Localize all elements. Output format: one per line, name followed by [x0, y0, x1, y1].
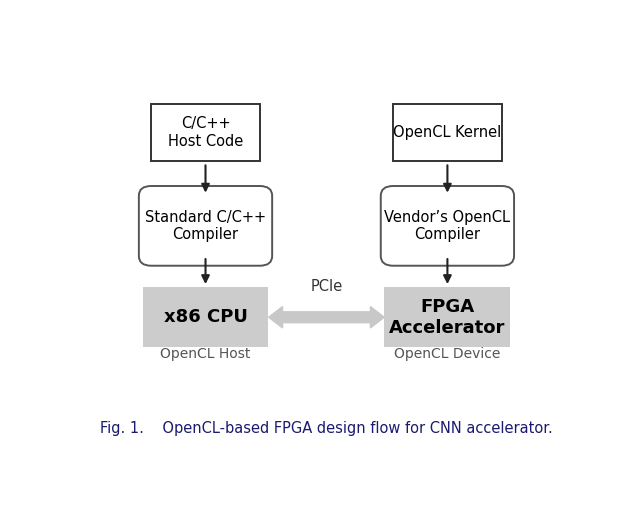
- Text: Fig. 1.    OpenCL-based FPGA design flow for CNN accelerator.: Fig. 1. OpenCL-based FPGA design flow fo…: [100, 421, 553, 436]
- Text: FPGA
Accelerator: FPGA Accelerator: [389, 298, 506, 337]
- FancyBboxPatch shape: [151, 105, 260, 161]
- Text: C/C++
Host Code: C/C++ Host Code: [168, 116, 243, 149]
- FancyBboxPatch shape: [385, 287, 510, 347]
- Text: OpenCL Host: OpenCL Host: [161, 347, 251, 361]
- Text: OpenCL Kernel: OpenCL Kernel: [393, 125, 501, 140]
- FancyBboxPatch shape: [381, 186, 514, 266]
- FancyBboxPatch shape: [143, 287, 268, 347]
- Text: PCIe: PCIe: [310, 279, 343, 293]
- Text: x86 CPU: x86 CPU: [164, 308, 247, 326]
- Text: Vendor’s OpenCL
Compiler: Vendor’s OpenCL Compiler: [384, 210, 510, 242]
- FancyBboxPatch shape: [139, 186, 272, 266]
- FancyBboxPatch shape: [393, 105, 502, 161]
- Polygon shape: [269, 307, 384, 328]
- Text: Standard C/C++
Compiler: Standard C/C++ Compiler: [145, 210, 266, 242]
- Text: OpenCL Device: OpenCL Device: [394, 347, 501, 361]
